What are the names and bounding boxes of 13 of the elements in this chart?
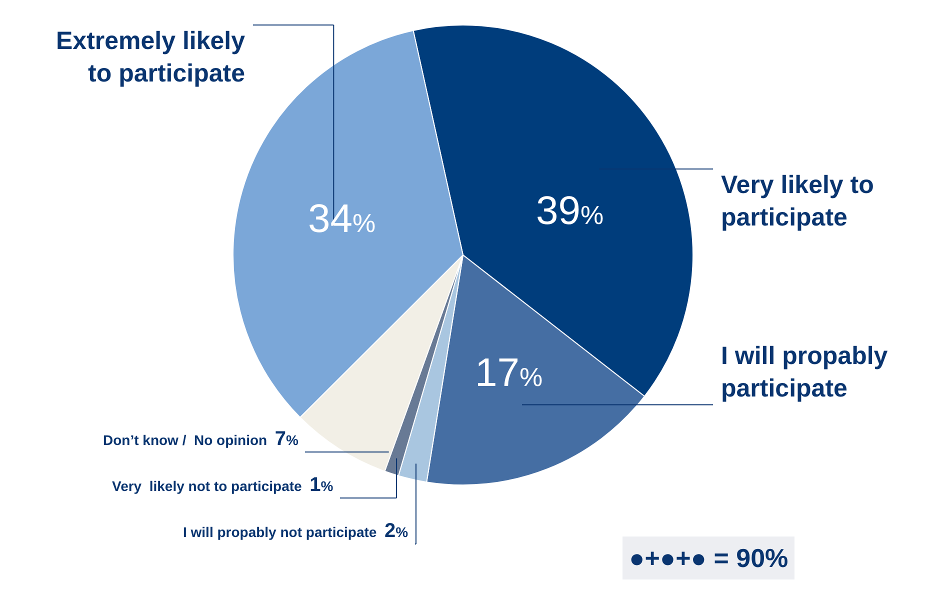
text: ●+●+● = 90% (629, 543, 788, 573)
data-label: 34% (308, 197, 376, 241)
slice-label: Very likely to participate (721, 171, 874, 232)
slice-label: Extremely likely to participate (56, 27, 246, 88)
slice-label: Very likely not to participate (112, 478, 302, 494)
slice-label: Don’t know / No opinion (103, 432, 268, 448)
data-label: 39% (536, 189, 604, 233)
slice-label: I will propably participate (721, 342, 888, 402)
data-label: 7% (274, 428, 299, 450)
data-label: 2% (384, 520, 409, 542)
slice-label: I will propably not participate (183, 524, 377, 540)
data-label: 1% (310, 474, 334, 496)
data-label: 17% (475, 351, 543, 395)
